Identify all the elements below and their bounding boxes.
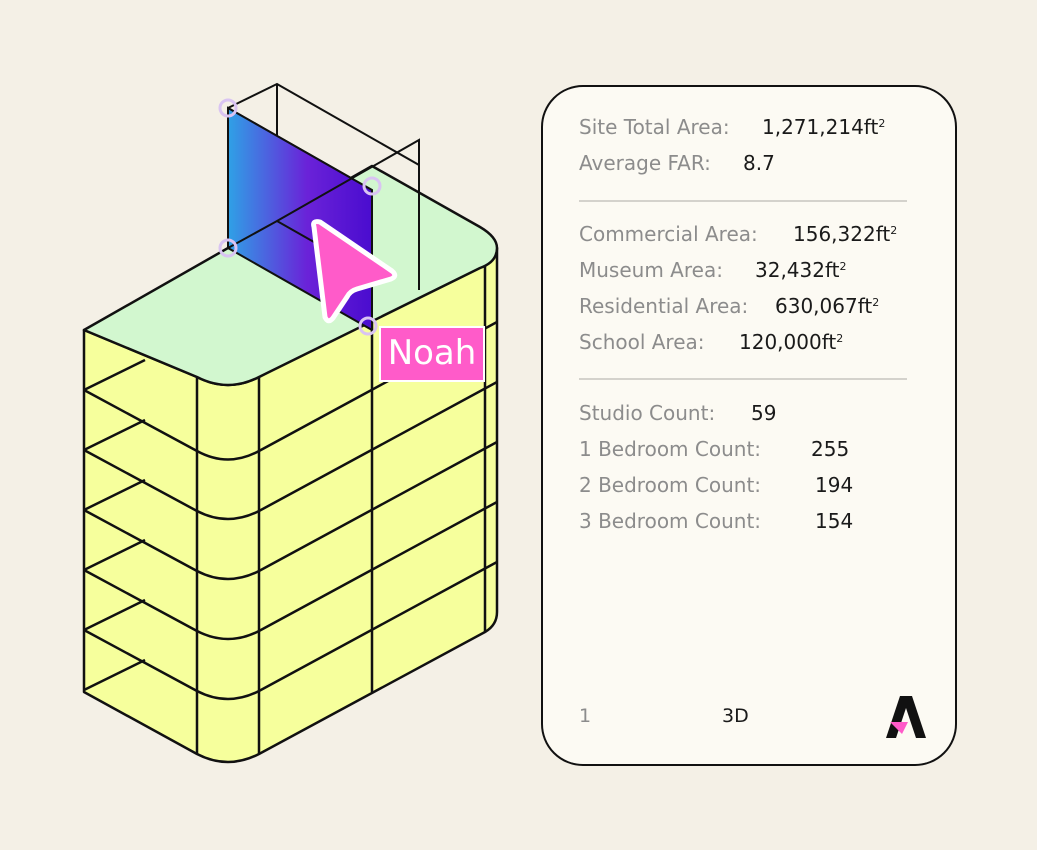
pointer-cursor-icon — [311, 219, 398, 324]
area-value: 32,432ft2 — [755, 258, 847, 282]
count-row: 2 Bedroom Count: 194 — [579, 473, 853, 497]
site-total-area-row: Site Total Area: 1,271,214ft2 — [579, 115, 885, 139]
count-value: 59 — [751, 401, 777, 425]
count-value: 154 — [815, 509, 854, 533]
floor-lines — [83, 254, 498, 754]
count-label: 2 Bedroom Count: — [579, 473, 762, 497]
area-row: School Area: 120,000ft2 — [579, 330, 843, 354]
area-row: Residential Area: 630,067ft2 — [579, 294, 879, 318]
wireframe-front — [276, 138, 420, 290]
view-mode-toggle[interactable]: 3D — [722, 705, 749, 727]
count-label: 3 Bedroom Count: — [579, 509, 762, 533]
area-value: 120,000ft2 — [739, 330, 844, 354]
divider — [579, 200, 907, 202]
area-value: 156,322ft2 — [793, 222, 898, 246]
site-total-area-label: Site Total Area: — [579, 115, 730, 139]
count-row: 1 Bedroom Count: 255 — [579, 437, 849, 461]
area-row: Museum Area: 32,432ft2 — [579, 258, 847, 282]
stats-panel: Site Total Area: 1,271,214ft2 Average FA… — [541, 85, 957, 766]
area-value: 630,067ft2 — [775, 294, 880, 318]
area-label: Commercial Area: — [579, 222, 758, 246]
count-row: Studio Count: 59 — [579, 401, 776, 425]
count-label: Studio Count: — [579, 401, 716, 425]
area-row: Commercial Area: 156,322ft2 — [579, 222, 897, 246]
average-far-value: 8.7 — [743, 151, 775, 175]
page-number: 1 — [579, 705, 592, 727]
average-far-label: Average FAR: — [579, 151, 711, 175]
area-label: Museum Area: — [579, 258, 723, 282]
count-label: 1 Bedroom Count: — [579, 437, 762, 461]
area-label: Residential Area: — [579, 294, 749, 318]
selection-handles[interactable] — [218, 98, 382, 336]
count-value: 255 — [811, 437, 850, 461]
count-row: 3 Bedroom Count: 154 — [579, 509, 853, 533]
site-total-area-value: 1,271,214ft2 — [762, 115, 886, 139]
collaborator-cursor-label: Noah — [379, 326, 485, 382]
divider — [579, 378, 907, 380]
average-far-row: Average FAR: 8.7 — [579, 151, 775, 175]
brand-a-logo — [886, 696, 926, 738]
count-value: 194 — [815, 473, 854, 497]
area-label: School Area: — [579, 330, 705, 354]
